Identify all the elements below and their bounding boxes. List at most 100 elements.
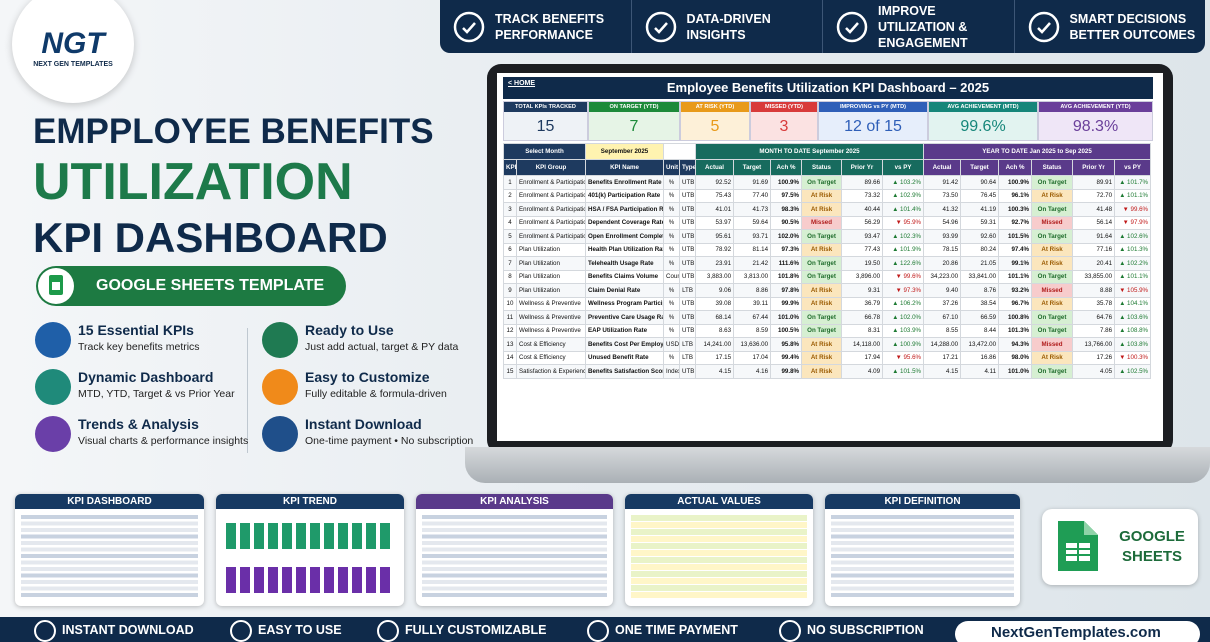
header-cell: Prior Yr	[841, 159, 884, 176]
table-cell: 41.48	[1072, 202, 1116, 217]
table-cell: 8.63	[695, 323, 735, 338]
top-badge-text: SMART DECISIONS BETTER OUTCOMES	[1069, 11, 1196, 42]
table-cell: 401(k) Participation Rate	[585, 188, 665, 203]
table-cell: 98.0%	[998, 350, 1033, 365]
table-cell: 4.15	[923, 364, 962, 379]
card-label: TOTAL KPIs TRACKED	[504, 102, 587, 112]
table-cell: 59.64	[733, 215, 772, 230]
table-cell: 14	[503, 350, 517, 365]
table-cell: UTB	[679, 323, 697, 338]
top-badge-text: IMPROVE UTILIZATION & ENGAGEMENT	[878, 3, 968, 50]
top-badge: DATA-DRIVEN INSIGHTS	[632, 0, 823, 53]
table-cell: 91.69	[733, 175, 772, 190]
table-cell: 34,223.00	[923, 269, 962, 284]
mtd-label: MONTH TO DATE	[759, 148, 811, 155]
table-cell: 73.32	[841, 188, 884, 203]
preview-title: KPI DASHBOARD	[15, 494, 204, 509]
table-cell: Index	[663, 364, 681, 379]
table-cell: 75.43	[695, 188, 735, 203]
table-cell: At Risk	[801, 350, 843, 365]
footer-item: NO SUBSCRIPTION	[777, 619, 924, 642]
table-cell: 16.86	[960, 350, 1000, 365]
table-cell: 96.7%	[998, 296, 1033, 311]
home-link[interactable]: < HOME	[508, 80, 536, 87]
table-cell: ▲ 100.9%	[882, 337, 925, 352]
preview: KPI DEFINITION	[825, 494, 1020, 606]
table-cell: 3	[503, 202, 517, 217]
top-badge: TRACK BENEFITS PERFORMANCE	[440, 0, 632, 53]
sheets-badge-text: GOOGLE SHEETS	[1119, 528, 1185, 565]
card-label: AVG ACHIEVEMENT (YTD)	[1039, 102, 1152, 112]
table-cell: 14,118.00	[841, 337, 884, 352]
table-cell: 66.78	[841, 310, 884, 325]
table-cell: 39.11	[733, 296, 772, 311]
table-cell: On Target	[801, 323, 843, 338]
table-cell: 11	[503, 310, 517, 325]
header-cell: Type	[679, 159, 697, 176]
table-cell: 1	[503, 175, 517, 190]
table-cell: 59.31	[960, 215, 1000, 230]
table-cell: 68.14	[695, 310, 735, 325]
table-cell: %	[663, 229, 681, 244]
table-cell: 72.70	[1072, 188, 1116, 203]
table-cell: Benefits Satisfaction Score	[585, 364, 665, 379]
table-cell: 92.7%	[998, 215, 1033, 230]
kpi-row: 9 Plan Utilization Claim Denial Rate% LTB 9.…	[503, 283, 1152, 298]
feature-title: 15 Essential KPIs	[78, 322, 194, 338]
template-badge-text: GOOGLE SHEETS TEMPLATE	[96, 277, 325, 294]
table-cell: At Risk	[801, 337, 843, 352]
table-cell: %	[663, 256, 681, 271]
card-label: MISSED (YTD)	[751, 102, 817, 112]
table-cell: UTB	[679, 175, 697, 190]
ytd-period: Jan 2025 to Sep 2025	[1029, 148, 1092, 155]
laptop-base	[465, 447, 1210, 483]
table-cell: 101.0%	[998, 364, 1033, 379]
table-cell: ▲ 108.8%	[1114, 323, 1152, 338]
table-cell: 100.9%	[998, 175, 1033, 190]
table-cell: 73.50	[923, 188, 962, 203]
table-cell: Count	[663, 269, 681, 284]
table-cell: 14,288.00	[923, 337, 962, 352]
top-badge: SMART DECISIONS BETTER OUTCOMES	[1015, 0, 1206, 53]
kpi-row: 4 Enrollment & Participation Dependent Cov…	[503, 215, 1152, 230]
kpi-row: 3 Enrollment & Participation HSA / FSA Par…	[503, 202, 1152, 217]
website[interactable]: NextGenTemplates.com	[955, 621, 1200, 642]
table-cell: At Risk	[801, 283, 843, 298]
table-cell: Health Plan Utilization Rate	[585, 242, 665, 257]
kpi-row: 6 Plan Utilization Health Plan Utilization…	[503, 242, 1152, 257]
table-cell: 90.64	[960, 175, 1000, 190]
table-cell: 93.99	[923, 229, 962, 244]
table-cell: At Risk	[801, 242, 843, 257]
footer-item: INSTANT DOWNLOAD	[32, 619, 194, 642]
table-cell: 37.26	[923, 296, 962, 311]
table-cell: 41.73	[733, 202, 772, 217]
table-cell: ▼ 100.3%	[1114, 350, 1152, 365]
table-cell: 81.14	[733, 242, 772, 257]
feature-icon	[35, 322, 71, 358]
table-cell: %	[663, 350, 681, 365]
table-cell: 9	[503, 283, 517, 298]
summary-card: ON TARGET (YTD) 7	[588, 101, 680, 141]
table-cell: Claim Denial Rate	[585, 283, 665, 298]
table-cell: 41.32	[923, 202, 962, 217]
feature-text: MTD, YTD, Target & vs Prior Year	[78, 388, 235, 400]
table-cell: 8.76	[960, 283, 1000, 298]
kpi-row: 11 Wellness & Preventive Preventive Care U…	[503, 310, 1152, 325]
feature: Easy to Customize Fully editable & formul…	[262, 369, 477, 409]
header-cell: Target	[960, 159, 1000, 176]
card-label: IMPROVING vs PY (MTD)	[819, 102, 927, 112]
card-value: 3	[779, 118, 789, 135]
table-cell: 13	[503, 337, 517, 352]
header-cell: September 2025	[585, 143, 665, 160]
table-cell: 100.8%	[998, 310, 1033, 325]
card-value: 98.3%	[1072, 118, 1119, 135]
table-cell: 93.2%	[998, 283, 1033, 298]
preview: ACTUAL VALUES	[625, 494, 813, 606]
feature: Trends & Analysis Visual charts & perform…	[35, 416, 250, 456]
top-badge-text: DATA-DRIVEN INSIGHTS	[686, 11, 771, 42]
table-cell: 91.64	[1072, 229, 1116, 244]
preview: KPI DASHBOARD	[15, 494, 204, 606]
table-cell: 77.43	[841, 242, 884, 257]
table-cell: 99.8%	[770, 364, 803, 379]
